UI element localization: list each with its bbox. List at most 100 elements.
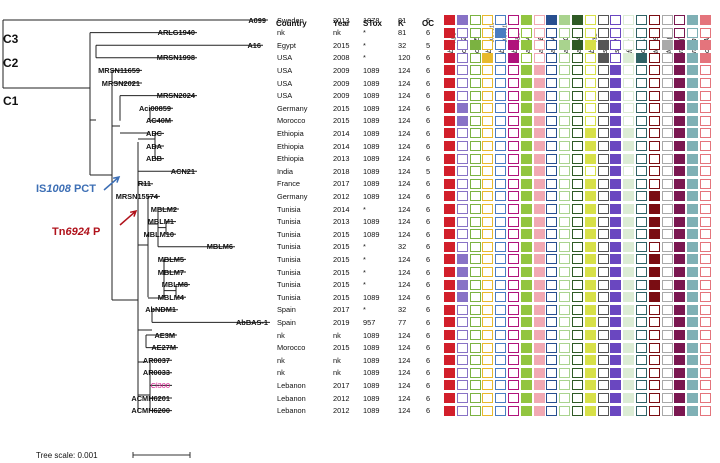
cell-stox: 1089	[363, 128, 380, 138]
gene-cell	[456, 204, 468, 214]
clade-label-c2: C2	[3, 56, 19, 70]
gene-cell	[623, 115, 635, 126]
gene-cell	[533, 191, 545, 202]
gene-cell	[636, 141, 647, 151]
cell-k: 124	[398, 217, 411, 227]
cell-stox: *	[363, 254, 366, 264]
gene-cell	[520, 241, 532, 252]
gene-cell	[661, 267, 673, 277]
gene-cell	[533, 115, 545, 126]
gene-cell	[456, 178, 468, 189]
gene-cell	[597, 191, 609, 202]
gene-cell	[546, 393, 558, 403]
gene-cell	[495, 229, 507, 240]
gene-cell	[661, 166, 673, 177]
gene-cell	[444, 103, 455, 114]
gene-cell	[444, 317, 455, 328]
cell-oc: 6	[426, 179, 431, 189]
gene-cell	[597, 15, 609, 25]
gene-cell	[469, 267, 481, 277]
gene-cell	[636, 65, 647, 76]
gene-cell	[636, 78, 647, 88]
strain-label: AE3M	[154, 330, 175, 340]
gene-cell	[469, 204, 481, 214]
annotation-prefix: IS	[36, 183, 47, 195]
gene-cell	[648, 103, 660, 114]
gene-cell	[597, 304, 609, 315]
gene-cell	[559, 229, 571, 240]
cell-year: 2015	[333, 116, 350, 126]
gene-cell	[584, 304, 596, 315]
gene-cell	[648, 141, 660, 151]
gene-cell	[559, 178, 571, 189]
gene-cell	[508, 166, 519, 177]
gene-cell	[559, 27, 571, 38]
gene-cell	[674, 128, 686, 139]
gene-cell	[674, 40, 686, 51]
gene-cell	[520, 317, 532, 328]
cell-year: 2012	[333, 393, 350, 403]
gene-cell	[495, 279, 507, 290]
gene-cell	[572, 166, 583, 177]
cell-oc: 6	[426, 368, 431, 378]
cell-oc: 6	[426, 406, 431, 416]
gene-cell	[533, 128, 545, 139]
gene-cell	[661, 304, 673, 315]
gene-cell	[648, 128, 660, 139]
gene-cell	[456, 65, 468, 76]
cell-oc: 6	[426, 128, 431, 138]
gene-cell	[597, 342, 609, 353]
cell-year: 2014	[333, 128, 350, 138]
cell-stox: *	[363, 40, 366, 50]
gene-cell	[584, 141, 596, 151]
gene-cell	[495, 40, 507, 51]
gene-cell	[584, 267, 596, 277]
gene-cell	[636, 90, 647, 101]
gene-cell	[520, 78, 532, 88]
gene-cell	[610, 229, 622, 240]
gene-cell	[597, 204, 609, 214]
gene-cell	[584, 204, 596, 214]
gene-cell	[559, 15, 571, 25]
gene-cell	[482, 191, 494, 202]
cell-year: 2013	[333, 154, 350, 164]
gene-cell	[520, 15, 532, 25]
gene-cell	[469, 40, 481, 51]
gene-cell	[482, 178, 494, 189]
gene-cell	[584, 178, 596, 189]
gene-cell	[520, 380, 532, 391]
gene-cell	[661, 342, 673, 353]
gene-cell	[700, 317, 711, 328]
gene-cell	[636, 15, 647, 25]
gene-cell	[687, 40, 699, 51]
gene-cell	[610, 78, 622, 88]
strain-label: MBLM1	[147, 217, 174, 227]
gene-cell	[508, 27, 519, 38]
gene-cell	[623, 40, 635, 51]
gene-cell	[687, 380, 699, 391]
gene-cell	[648, 355, 660, 366]
gene-cell	[508, 128, 519, 139]
gene-cell	[674, 90, 686, 101]
cell-k: 124	[398, 191, 411, 201]
cell-year: 2012	[333, 191, 350, 201]
gene-cell	[623, 380, 635, 391]
tree-scale-label: Tree scale: 0.001	[36, 451, 98, 460]
gene-cell	[674, 204, 686, 214]
gene-cell	[495, 367, 507, 378]
gene-cell	[674, 153, 686, 164]
gene-cell	[495, 304, 507, 315]
gene-cell	[661, 52, 673, 63]
cell-k: 124	[398, 179, 411, 189]
gene-cell	[533, 279, 545, 290]
gene-cell	[508, 115, 519, 126]
cell-k: 124	[398, 141, 411, 151]
gene-cell	[508, 380, 519, 391]
gene-cell	[469, 115, 481, 126]
gene-cell	[687, 78, 699, 88]
gene-cell	[687, 178, 699, 189]
gene-cell	[520, 27, 532, 38]
gene-cell	[495, 216, 507, 227]
gene-cell	[444, 115, 455, 126]
gene-cell	[597, 103, 609, 114]
